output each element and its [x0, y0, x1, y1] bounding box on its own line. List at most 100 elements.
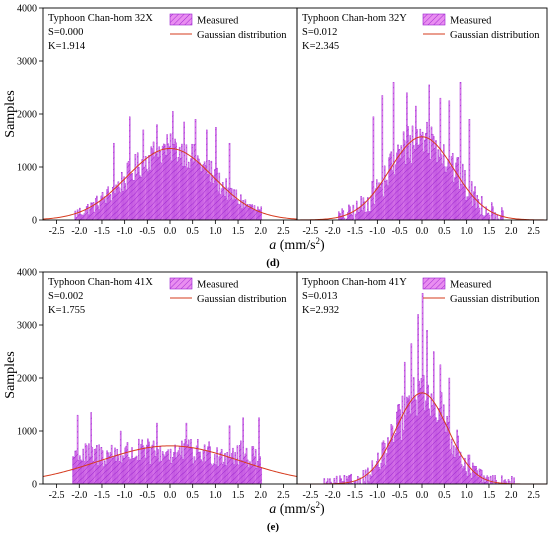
- histogram-bar: [77, 214, 80, 221]
- panel-e-y: -2.5 -2.0 -1.5 -1.0 -0.5 0.0 0.5 1.0 1.5 2.0 2.5 Ty…: [296, 271, 548, 501]
- y-tick-label: 1000: [17, 163, 37, 174]
- legend-swatch-measured: [422, 13, 446, 26]
- histogram-bar: [141, 439, 143, 485]
- histogram-bar: [122, 190, 124, 221]
- histogram-bar: [156, 124, 158, 221]
- x-tick-label: -2.0: [71, 490, 87, 501]
- histogram-bar: [75, 450, 78, 485]
- histogram-bar: [191, 448, 193, 485]
- panel-label-d: (d): [266, 257, 280, 269]
- x-tick-label: 1.0: [460, 226, 473, 237]
- x-tick-label: 0.5: [438, 490, 451, 501]
- x-axis-title-d: a (mm/s2): [269, 236, 325, 253]
- histogram-bar: [492, 475, 494, 485]
- y-tick-label: 4000: [17, 4, 37, 15]
- x-tick-label: -1.0: [369, 226, 385, 237]
- histogram-bar: [161, 145, 164, 221]
- x-tick-label: 1.0: [209, 226, 222, 237]
- histogram-bars: [74, 111, 263, 221]
- histogram-bar: [191, 143, 193, 221]
- histogram-bar: [144, 156, 147, 221]
- histogram-bar: [182, 165, 184, 221]
- histogram-bar: [354, 480, 357, 485]
- histogram-bar: [165, 154, 167, 221]
- histogram-bar: [178, 146, 181, 221]
- histogram-bar: [228, 142, 231, 221]
- histogram-bar: [187, 161, 190, 221]
- histogram-bar: [96, 195, 98, 221]
- y-axis-title-d: Samples: [3, 90, 18, 137]
- x-tick-label: 0.5: [186, 490, 199, 501]
- histogram-bar: [87, 204, 89, 221]
- x-tick-label: -0.5: [139, 490, 155, 501]
- histogram-bar: [127, 161, 130, 221]
- gaussian-curve: [296, 136, 548, 221]
- y-tick-label: 3000: [17, 57, 37, 68]
- y-tick-label: 2000: [17, 110, 37, 121]
- info-kurtosis: K=1.914: [48, 41, 86, 52]
- histogram-bar: [197, 155, 199, 221]
- info-title: Typhoon Chan-hom 32X: [48, 13, 153, 24]
- histogram-bar: [81, 460, 83, 485]
- y-tick-label: 4000: [17, 268, 37, 279]
- histogram-bar: [124, 183, 126, 221]
- histogram-bar: [193, 144, 196, 221]
- x-tick-label: -1.0: [117, 490, 133, 501]
- histogram-bar: [335, 475, 338, 485]
- x-tick-label: 0.5: [438, 226, 451, 237]
- histogram-bar: [150, 146, 153, 221]
- histogram-bar: [513, 477, 515, 485]
- x-tick-label: 1.5: [232, 226, 245, 237]
- histogram-bar: [323, 478, 326, 485]
- histogram-bar: [135, 455, 138, 485]
- panel-label-e: (e): [267, 521, 280, 533]
- histogram-bar: [225, 465, 227, 485]
- histogram-bar: [139, 460, 141, 485]
- histogram-bar: [122, 455, 124, 485]
- histogram-bar: [219, 194, 222, 221]
- histogram-bar: [185, 422, 188, 485]
- histogram-bar: [118, 461, 121, 485]
- panel-d-y: -2.5 -2.0 -1.5 -1.0 -0.5 0.0 0.5 1.0 1.5 2.0 2.5 Ty…: [296, 7, 548, 237]
- x-tick-label: -2.5: [302, 490, 318, 501]
- x-tick-label: 0.0: [164, 490, 177, 501]
- histogram-bar: [72, 456, 74, 485]
- histogram-bar: [245, 447, 248, 485]
- histogram-bar: [90, 202, 92, 221]
- histogram-bar: [260, 206, 263, 221]
- histogram-bar: [210, 160, 213, 221]
- histogram-bar: [133, 458, 136, 485]
- x-tick-label: -0.5: [139, 226, 155, 237]
- x-tick-label: 1.5: [232, 490, 245, 501]
- histogram-bar: [257, 461, 259, 485]
- legend-swatch-measured: [422, 277, 446, 290]
- x-tick-label: 1.0: [209, 490, 222, 501]
- info-title: Typhoon Chan-hom 41X: [48, 277, 153, 288]
- histogram-bar: [81, 214, 83, 221]
- y-tick-label: 2000: [17, 374, 37, 385]
- histogram-bar: [223, 188, 225, 221]
- histogram-bar: [217, 191, 219, 221]
- info-skewness: S=0.002: [48, 291, 83, 302]
- histogram-bar: [202, 164, 205, 221]
- histogram-bar: [101, 450, 104, 485]
- histogram-bars: [338, 82, 504, 221]
- info-kurtosis: K=1.755: [48, 305, 85, 316]
- x-tick-label: 2.5: [277, 490, 290, 501]
- histogram-bar: [113, 457, 115, 485]
- panel-d-x: -2.5 -2.0 -1.5 -1.0 -0.5 0.0 0.5 1.0 1.5 2.0 2.5 0 1…: [17, 4, 298, 237]
- histogram-bars: [323, 293, 515, 485]
- x-tick-label: 2.5: [527, 226, 540, 237]
- histogram-bar: [219, 452, 222, 485]
- histogram-bar: [204, 461, 207, 485]
- histogram-bar: [242, 417, 244, 485]
- histogram-bar: [208, 160, 210, 221]
- histogram-bar: [153, 156, 156, 221]
- x-tick-label: -0.5: [392, 226, 408, 237]
- histogram-bar: [326, 478, 329, 485]
- histogram-bar: [98, 209, 100, 221]
- histogram-bar: [107, 452, 109, 485]
- histogram-bar: [83, 461, 86, 485]
- legend-label-measured: Measured: [197, 280, 239, 291]
- legend-swatch-measured: [169, 13, 193, 26]
